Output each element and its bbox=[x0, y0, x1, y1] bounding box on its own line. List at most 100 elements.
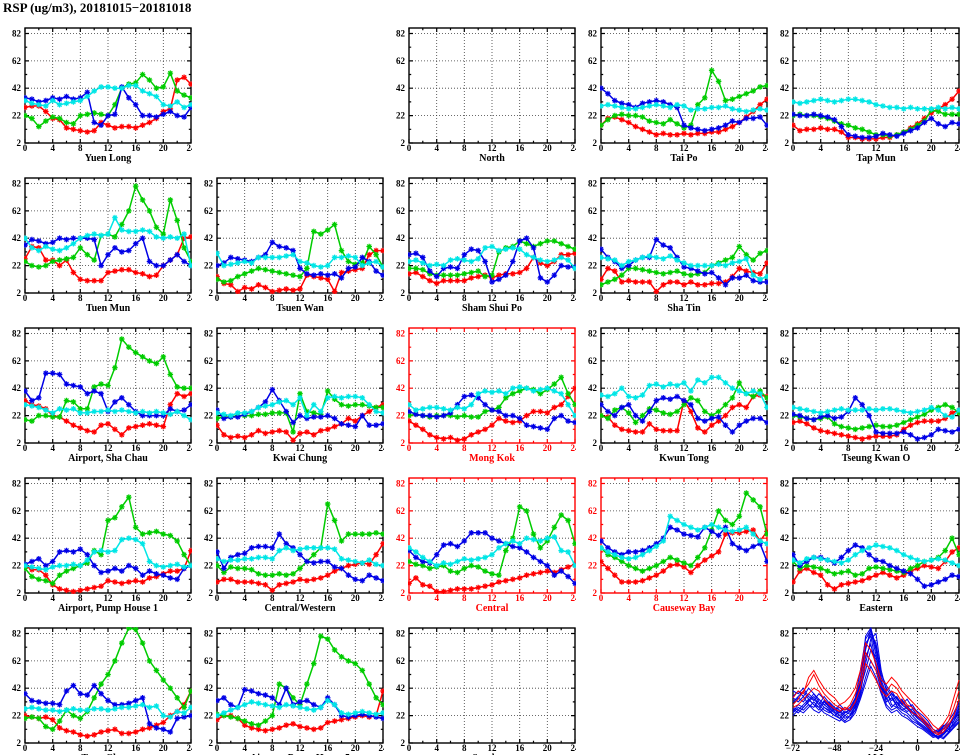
y-tick-label: 42 bbox=[396, 233, 406, 243]
series-group bbox=[216, 221, 384, 294]
x-tick-label: 8 bbox=[846, 593, 851, 603]
chart-eastern: 22242628204812162024Eastern bbox=[780, 477, 960, 614]
chart-airport-sha-chau: 22242628204812162024Airport, Sha Chau bbox=[12, 327, 193, 464]
x-tick-label: 20 bbox=[735, 593, 745, 603]
chart-tsuen-wan: 22242628204812162024Tsuen Wan bbox=[204, 177, 384, 314]
series-markers-blue bbox=[408, 392, 576, 433]
plot-frame bbox=[600, 327, 768, 444]
x-tick-label: 12 bbox=[296, 743, 306, 753]
x-tick-label: 8 bbox=[462, 743, 467, 753]
x-tick-label: 20 bbox=[927, 143, 937, 153]
series-markers-green bbox=[24, 336, 192, 424]
x-tick-label: 0 bbox=[215, 743, 220, 753]
chart-tung-chung: 22242628204812162024Tung Chung bbox=[12, 627, 192, 755]
x-tick-label: 0 bbox=[23, 743, 28, 753]
x-tick-label: 12 bbox=[488, 443, 498, 453]
y-tick-label: 62 bbox=[588, 506, 598, 516]
all-line-blue bbox=[792, 642, 960, 739]
y-tick-label: 42 bbox=[12, 383, 22, 393]
plot-frame bbox=[24, 477, 192, 594]
y-tick-label: 42 bbox=[588, 533, 598, 543]
series-line-red bbox=[408, 387, 576, 442]
y-tick-label: 2 bbox=[401, 138, 406, 148]
x-tick-label: 12 bbox=[296, 593, 306, 603]
chart-sha-tin: 22242628204812162024Sha Tin bbox=[588, 177, 768, 314]
x-tick-label: 12 bbox=[104, 293, 114, 303]
gridlines bbox=[793, 28, 959, 143]
y-tick-label: 42 bbox=[204, 233, 214, 243]
chart-airport-pump-house-5: 22242628204812162024Airport, Pump House … bbox=[204, 627, 384, 755]
x-tick-label: 24 bbox=[763, 443, 769, 453]
x-tick-label: 8 bbox=[654, 593, 659, 603]
chart-title: ALL bbox=[866, 753, 887, 755]
y-tick-label: 82 bbox=[588, 479, 598, 489]
x-tick-label: 12 bbox=[296, 443, 306, 453]
series-markers-cyan bbox=[24, 401, 192, 423]
x-tick-label: 8 bbox=[78, 143, 83, 153]
y-tick-label: 82 bbox=[780, 629, 790, 639]
x-tick-label: 24 bbox=[187, 443, 193, 453]
y-tick-label: 62 bbox=[12, 356, 22, 366]
y-tick-label: 42 bbox=[396, 83, 406, 93]
chart-central: 22242628204812162024Central bbox=[396, 477, 576, 614]
series-group bbox=[600, 236, 768, 294]
chart-title: Kwai Chung bbox=[273, 453, 327, 464]
y-tick-label: 2 bbox=[593, 138, 598, 148]
plot-frame bbox=[24, 627, 192, 744]
x-tick-label: 4 bbox=[434, 293, 439, 303]
x-tick-label: 8 bbox=[462, 293, 467, 303]
all-line-red bbox=[792, 641, 960, 730]
gridlines bbox=[601, 28, 767, 143]
x-tick-label: 12 bbox=[488, 743, 498, 753]
x-tick-label: 16 bbox=[899, 143, 909, 153]
x-tick-label: 24 bbox=[955, 443, 961, 453]
x-tick-label: 4 bbox=[626, 143, 631, 153]
x-tick-label: 4 bbox=[434, 743, 439, 753]
series-markers-cyan bbox=[408, 243, 576, 272]
y-tick-label: 2 bbox=[593, 438, 598, 448]
series-group bbox=[216, 633, 384, 734]
x-tick-label: 4 bbox=[434, 143, 439, 153]
series-group bbox=[216, 501, 384, 594]
x-tick-label: 12 bbox=[872, 443, 882, 453]
gridlines bbox=[217, 328, 383, 443]
y-tick-label: 22 bbox=[396, 711, 406, 721]
y-tick-label: 62 bbox=[396, 506, 406, 516]
series-markers-cyan bbox=[24, 535, 192, 573]
y-tick-label: 2 bbox=[209, 738, 214, 748]
plot-frame bbox=[408, 27, 576, 144]
chart-title: Sha Tin bbox=[667, 303, 701, 314]
x-tick-label: 20 bbox=[351, 443, 361, 453]
y-tick-label: 82 bbox=[12, 479, 22, 489]
x-tick-label: 4 bbox=[434, 593, 439, 603]
y-tick-label: 82 bbox=[204, 329, 214, 339]
x-tick-label: 16 bbox=[131, 593, 141, 603]
series-group bbox=[792, 535, 960, 592]
x-tick-label: 16 bbox=[131, 743, 141, 753]
x-tick-label: 24 bbox=[763, 593, 769, 603]
chart-title: Tap Mun bbox=[856, 153, 896, 164]
series-markers-cyan bbox=[600, 101, 768, 115]
x-tick-label: 24 bbox=[763, 143, 769, 153]
x-tick-label: 4 bbox=[242, 743, 247, 753]
y-tick-label: 82 bbox=[588, 29, 598, 39]
y-tick-label: 22 bbox=[588, 411, 598, 421]
gridlines bbox=[217, 478, 383, 593]
chart-title: Tai Po bbox=[670, 153, 697, 164]
x-tick-label: 16 bbox=[515, 293, 525, 303]
x-tick-label: −72 bbox=[786, 743, 801, 753]
x-tick-label: 20 bbox=[159, 593, 169, 603]
y-tick-label: 22 bbox=[396, 561, 406, 571]
y-tick-label: 2 bbox=[17, 588, 22, 598]
x-tick-label: 4 bbox=[242, 443, 247, 453]
x-tick-label: 4 bbox=[626, 443, 631, 453]
x-tick-label: 16 bbox=[899, 593, 909, 603]
x-tick-label: 16 bbox=[131, 443, 141, 453]
x-tick-label: 0 bbox=[791, 443, 796, 453]
y-tick-label: 82 bbox=[396, 479, 406, 489]
series-markers-blue bbox=[216, 531, 384, 584]
all-line-blue bbox=[792, 627, 960, 735]
y-tick-label: 2 bbox=[17, 438, 22, 448]
plot-frame bbox=[408, 627, 576, 744]
